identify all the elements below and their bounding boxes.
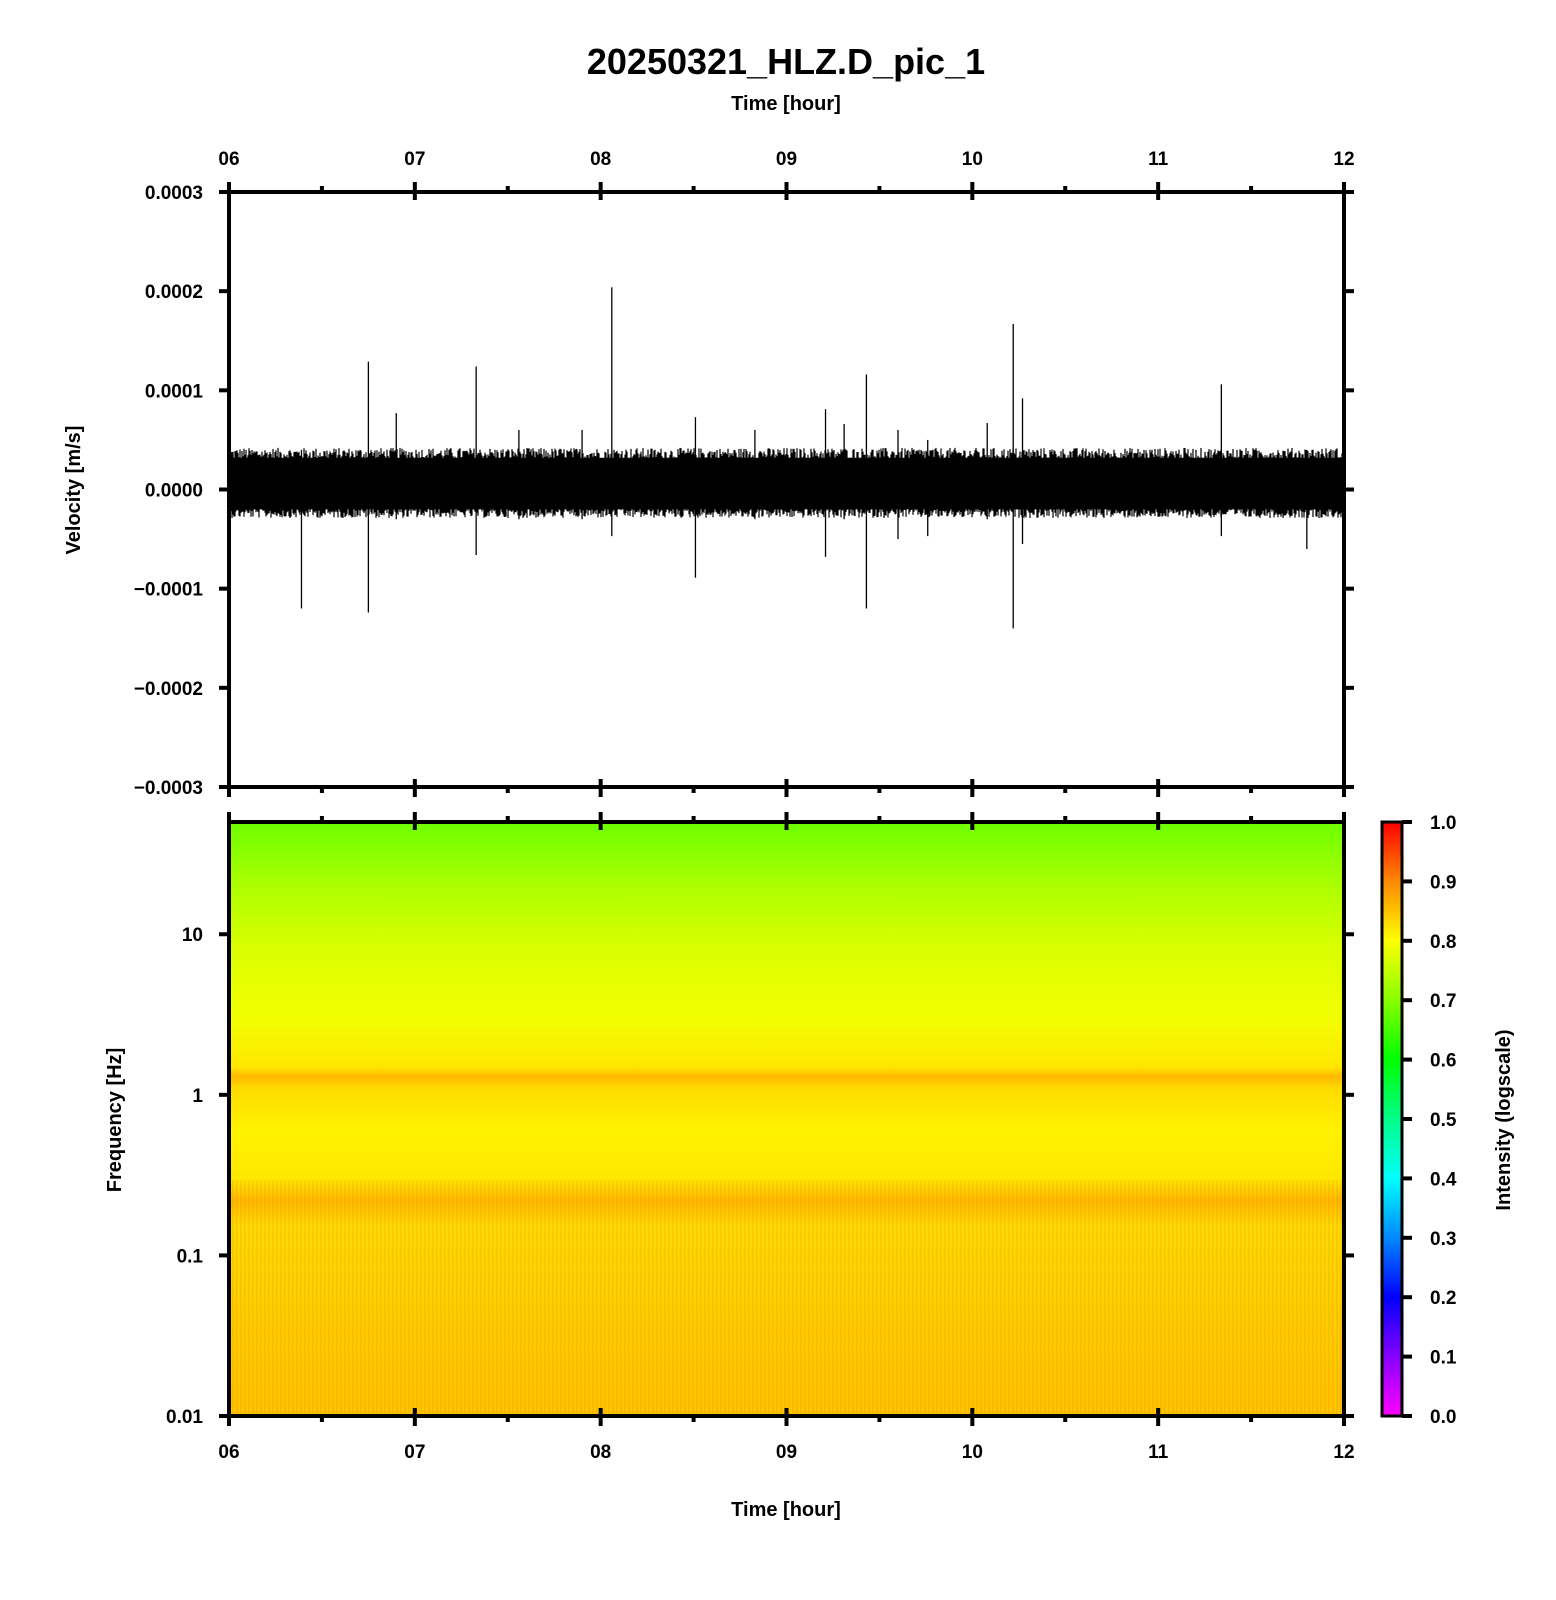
spectrogram-texture bbox=[229, 1180, 1344, 1416]
colorbar-tick-label: 0.2 bbox=[1430, 1288, 1456, 1309]
waveform-panel: 06 07 08 09 10 11 12 0.0003 0.0002 0.0001 0.0000 −… bbox=[63, 149, 1355, 799]
spectrogram-panel: 06 07 08 09 10 11 12 10 1 0.1 0.01 Frequency [Hz]… bbox=[104, 812, 1355, 1521]
colorbar-tick-label: 0.9 bbox=[1430, 872, 1456, 893]
x-tick-label: 09 bbox=[776, 149, 797, 170]
waveform-y-tick-label: −0.0003 bbox=[134, 778, 203, 799]
x-tick-label: 11 bbox=[1148, 1442, 1169, 1463]
top-x-axis-label: Time [hour] bbox=[731, 93, 841, 115]
colorbar-gradient bbox=[1380, 820, 1404, 1418]
waveform-trace bbox=[229, 287, 1344, 629]
waveform-y-tick-label: 0.0001 bbox=[145, 381, 204, 402]
x-tick-label: 11 bbox=[1148, 149, 1169, 170]
waveform-y-tick-label: 0.0002 bbox=[145, 282, 203, 303]
spectrogram-y-tick-label: 0.1 bbox=[177, 1246, 204, 1267]
spectrogram-y-tick-label: 1 bbox=[192, 1086, 203, 1107]
colorbar-tick-label: 0.7 bbox=[1430, 991, 1456, 1012]
colorbar: 0.0 0.1 0.2 0.3 0.4 0.5 0.6 0.7 0.8 0.9 1.0 Intens… bbox=[1380, 813, 1515, 1428]
x-tick-label: 10 bbox=[962, 149, 983, 170]
x-tick-label: 07 bbox=[404, 1442, 425, 1463]
colorbar-tick-label: 0.0 bbox=[1430, 1407, 1456, 1428]
colorbar-tick-label: 1.0 bbox=[1430, 813, 1456, 834]
waveform-noise-core bbox=[229, 457, 1344, 510]
colorbar-tick-label: 0.5 bbox=[1430, 1110, 1457, 1131]
colorbar-tick-label: 0.1 bbox=[1430, 1348, 1457, 1369]
waveform-y-axis-label: Velocity [m/s] bbox=[63, 426, 85, 555]
colorbar-label: Intensity (logscale) bbox=[1493, 1029, 1515, 1210]
colorbar-tick-label: 0.8 bbox=[1430, 932, 1456, 953]
waveform-y-tick-label: −0.0002 bbox=[134, 679, 203, 700]
spectrogram-y-tick-label: 10 bbox=[182, 925, 203, 946]
figure-title: 20250321_HLZ.D_pic_1 bbox=[587, 41, 985, 82]
waveform-y-tick-label: 0.0000 bbox=[145, 481, 203, 502]
x-tick-label: 09 bbox=[776, 1442, 797, 1463]
spectrogram-y-axis-label: Frequency [Hz] bbox=[104, 1048, 126, 1192]
x-tick-label: 12 bbox=[1333, 1442, 1354, 1463]
colorbar-tick-label: 0.3 bbox=[1430, 1229, 1456, 1250]
x-tick-label: 06 bbox=[218, 149, 239, 170]
spectrogram-y-tick-label: 0.01 bbox=[166, 1407, 203, 1428]
colorbar-tick-label: 0.6 bbox=[1430, 1051, 1456, 1072]
bottom-x-axis-label: Time [hour] bbox=[731, 1499, 841, 1521]
colorbar-tick-label: 0.4 bbox=[1430, 1169, 1457, 1190]
waveform-y-tick-label: 0.0003 bbox=[145, 183, 203, 204]
waveform-y-tick-label: −0.0001 bbox=[134, 580, 204, 601]
x-tick-label: 06 bbox=[218, 1442, 239, 1463]
x-tick-label: 07 bbox=[404, 149, 425, 170]
x-tick-label: 08 bbox=[590, 1442, 611, 1463]
x-tick-label: 10 bbox=[962, 1442, 983, 1463]
x-tick-label: 08 bbox=[590, 149, 611, 170]
x-tick-label: 12 bbox=[1333, 149, 1354, 170]
